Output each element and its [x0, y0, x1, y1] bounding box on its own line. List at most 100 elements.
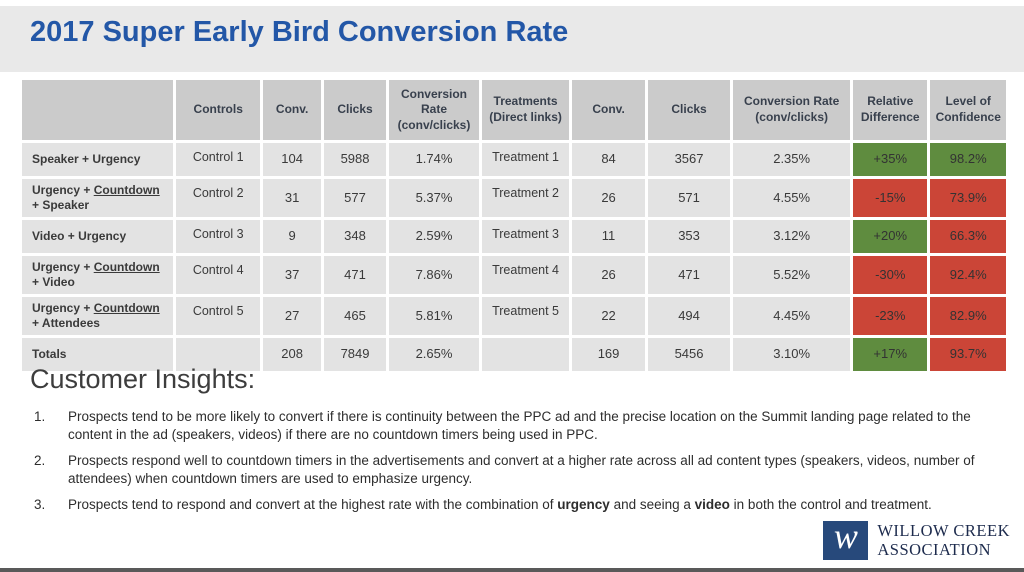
control-clicks-cell: 465 [323, 297, 387, 335]
control-conv-header: Conv. [263, 80, 321, 140]
treatments-header: Treatments (Direct links) [481, 80, 570, 140]
control-conv-cell: 37 [263, 256, 321, 294]
treatment-conv-cell: 84 [572, 143, 645, 176]
row-label-cell: Urgency + Countdown + Speaker [22, 179, 173, 217]
confidence-cell: 82.9% [930, 297, 1006, 335]
insight-number: 2. [34, 453, 46, 469]
control-clicks-cell: 471 [323, 256, 387, 294]
treatment-rate-header: Conversion Rate (conv/clicks) [733, 80, 851, 140]
insights-heading: Customer Insights: [30, 364, 256, 394]
insight-text: Prospects respond well to countdown time… [68, 453, 975, 486]
control-rate-cell: 5.37% [389, 179, 479, 217]
control-rate-cell: 5.81% [389, 297, 479, 335]
logo-w-icon: w [823, 518, 869, 560]
logo-text-line1: WILLOW CREEK [877, 521, 1010, 541]
row-label-cell: Video + Urgency [22, 220, 173, 253]
control-conv-cell: 208 [263, 338, 321, 371]
table-body: Speaker + Urgency Control 1 104 5988 1.7… [22, 143, 1006, 371]
treatment-cell: Treatment 1 [481, 143, 570, 176]
table-row: Urgency + Countdown + Speaker Control 2 … [22, 179, 1006, 217]
relative-difference-cell: -30% [853, 256, 928, 294]
treatment-clicks-cell: 353 [647, 220, 731, 253]
corner-header [22, 80, 173, 140]
table-row: Speaker + Urgency Control 1 104 5988 1.7… [22, 143, 1006, 176]
confidence-header: Level of Confidence [930, 80, 1006, 140]
page-title: 2017 Super Early Bird Conversion Rate [30, 16, 569, 48]
row-label-cell: Urgency + Countdown + Attendees [22, 297, 173, 335]
treatment-rate-cell: 3.10% [733, 338, 851, 371]
control-rate-cell: 7.86% [389, 256, 479, 294]
customer-insights-section: Customer Insights: 1. Prospects tend to … [30, 364, 1008, 523]
treatment-clicks-cell: 3567 [647, 143, 731, 176]
insight-item-3: 3. Prospects tend to respond and convert… [30, 496, 1008, 514]
control-cell: Control 5 [175, 297, 261, 335]
control-conv-cell: 104 [263, 143, 321, 176]
insight-text: Prospects tend to be more likely to conv… [68, 409, 971, 442]
control-clicks-header: Clicks [323, 80, 387, 140]
table-row: Video + Urgency Control 3 9 348 2.59% Tr… [22, 220, 1006, 253]
control-cell: Control 3 [175, 220, 261, 253]
willow-creek-logo: w WILLOW CREEK ASSOCIATION [823, 518, 1010, 560]
row-label-cell: Urgency + Countdown + Video [22, 256, 173, 294]
control-conv-cell: 31 [263, 179, 321, 217]
table-row: Totals 208 7849 2.65% 169 5456 3.10% +17… [22, 338, 1006, 371]
treatment-clicks-header: Clicks [647, 80, 731, 140]
treatment-conv-header: Conv. [572, 80, 645, 140]
treatment-cell: Treatment 2 [481, 179, 570, 217]
control-rate-cell: 2.65% [389, 338, 479, 371]
treatment-cell: Treatment 3 [481, 220, 570, 253]
control-cell [175, 338, 261, 371]
treatment-clicks-cell: 571 [647, 179, 731, 217]
treatment-cell [481, 338, 570, 371]
control-rate-header: Conversion Rate (conv/clicks) [389, 80, 479, 140]
title-band [0, 6, 1024, 72]
conversion-table-container: Controls Conv. Clicks Conversion Rate (c… [19, 77, 1009, 374]
table-header-row: Controls Conv. Clicks Conversion Rate (c… [22, 80, 1006, 140]
treatment-rate-cell: 4.45% [733, 297, 851, 335]
control-clicks-cell: 5988 [323, 143, 387, 176]
treatment-rate-cell: 4.55% [733, 179, 851, 217]
logo-text-line2: ASSOCIATION [877, 539, 992, 559]
insight-number: 1. [34, 409, 46, 424]
control-rate-cell: 2.59% [389, 220, 479, 253]
relative-difference-cell: +20% [853, 220, 928, 253]
control-clicks-cell: 7849 [323, 338, 387, 371]
confidence-cell: 98.2% [930, 143, 1006, 176]
control-cell: Control 2 [175, 179, 261, 217]
insight-number: 3. [34, 497, 46, 513]
treatment-conv-cell: 26 [572, 179, 645, 217]
treatment-conv-cell: 22 [572, 297, 645, 335]
control-clicks-cell: 348 [323, 220, 387, 253]
confidence-cell: 73.9% [930, 179, 1006, 217]
table-row: Urgency + Countdown + Video Control 4 37… [22, 256, 1006, 294]
logo-text: WILLOW CREEK ASSOCIATION [877, 521, 1010, 559]
control-rate-cell: 1.74% [389, 143, 479, 176]
control-conv-cell: 9 [263, 220, 321, 253]
relative-difference-cell: +35% [853, 143, 928, 176]
confidence-cell: 93.7% [930, 338, 1006, 371]
control-cell: Control 4 [175, 256, 261, 294]
treatment-clicks-cell: 5456 [647, 338, 731, 371]
treatment-rate-cell: 5.52% [733, 256, 851, 294]
relative-difference-cell: -23% [853, 297, 928, 335]
row-label-cell: Speaker + Urgency [22, 143, 173, 176]
control-clicks-cell: 577 [323, 179, 387, 217]
confidence-cell: 66.3% [930, 220, 1006, 253]
treatment-clicks-cell: 471 [647, 256, 731, 294]
relative-difference-cell: +17% [853, 338, 928, 371]
table-row: Urgency + Countdown + Attendees Control … [22, 297, 1006, 335]
relative-difference-header: Relative Difference [853, 80, 928, 140]
conversion-table: Controls Conv. Clicks Conversion Rate (c… [19, 77, 1009, 374]
confidence-cell: 92.4% [930, 256, 1006, 294]
treatment-cell: Treatment 4 [481, 256, 570, 294]
treatment-clicks-cell: 494 [647, 297, 731, 335]
controls-header: Controls [175, 80, 261, 140]
treatment-conv-cell: 11 [572, 220, 645, 253]
insight-text: Prospects tend to respond and convert at… [68, 497, 932, 513]
relative-difference-cell: -15% [853, 179, 928, 217]
insight-item-1: 1. Prospects tend to be more likely to c… [30, 408, 1008, 443]
bottom-bar [0, 568, 1024, 572]
insight-item-2: 2. Prospects respond well to countdown t… [30, 452, 1008, 487]
treatment-conv-cell: 169 [572, 338, 645, 371]
treatment-cell: Treatment 5 [481, 297, 570, 335]
